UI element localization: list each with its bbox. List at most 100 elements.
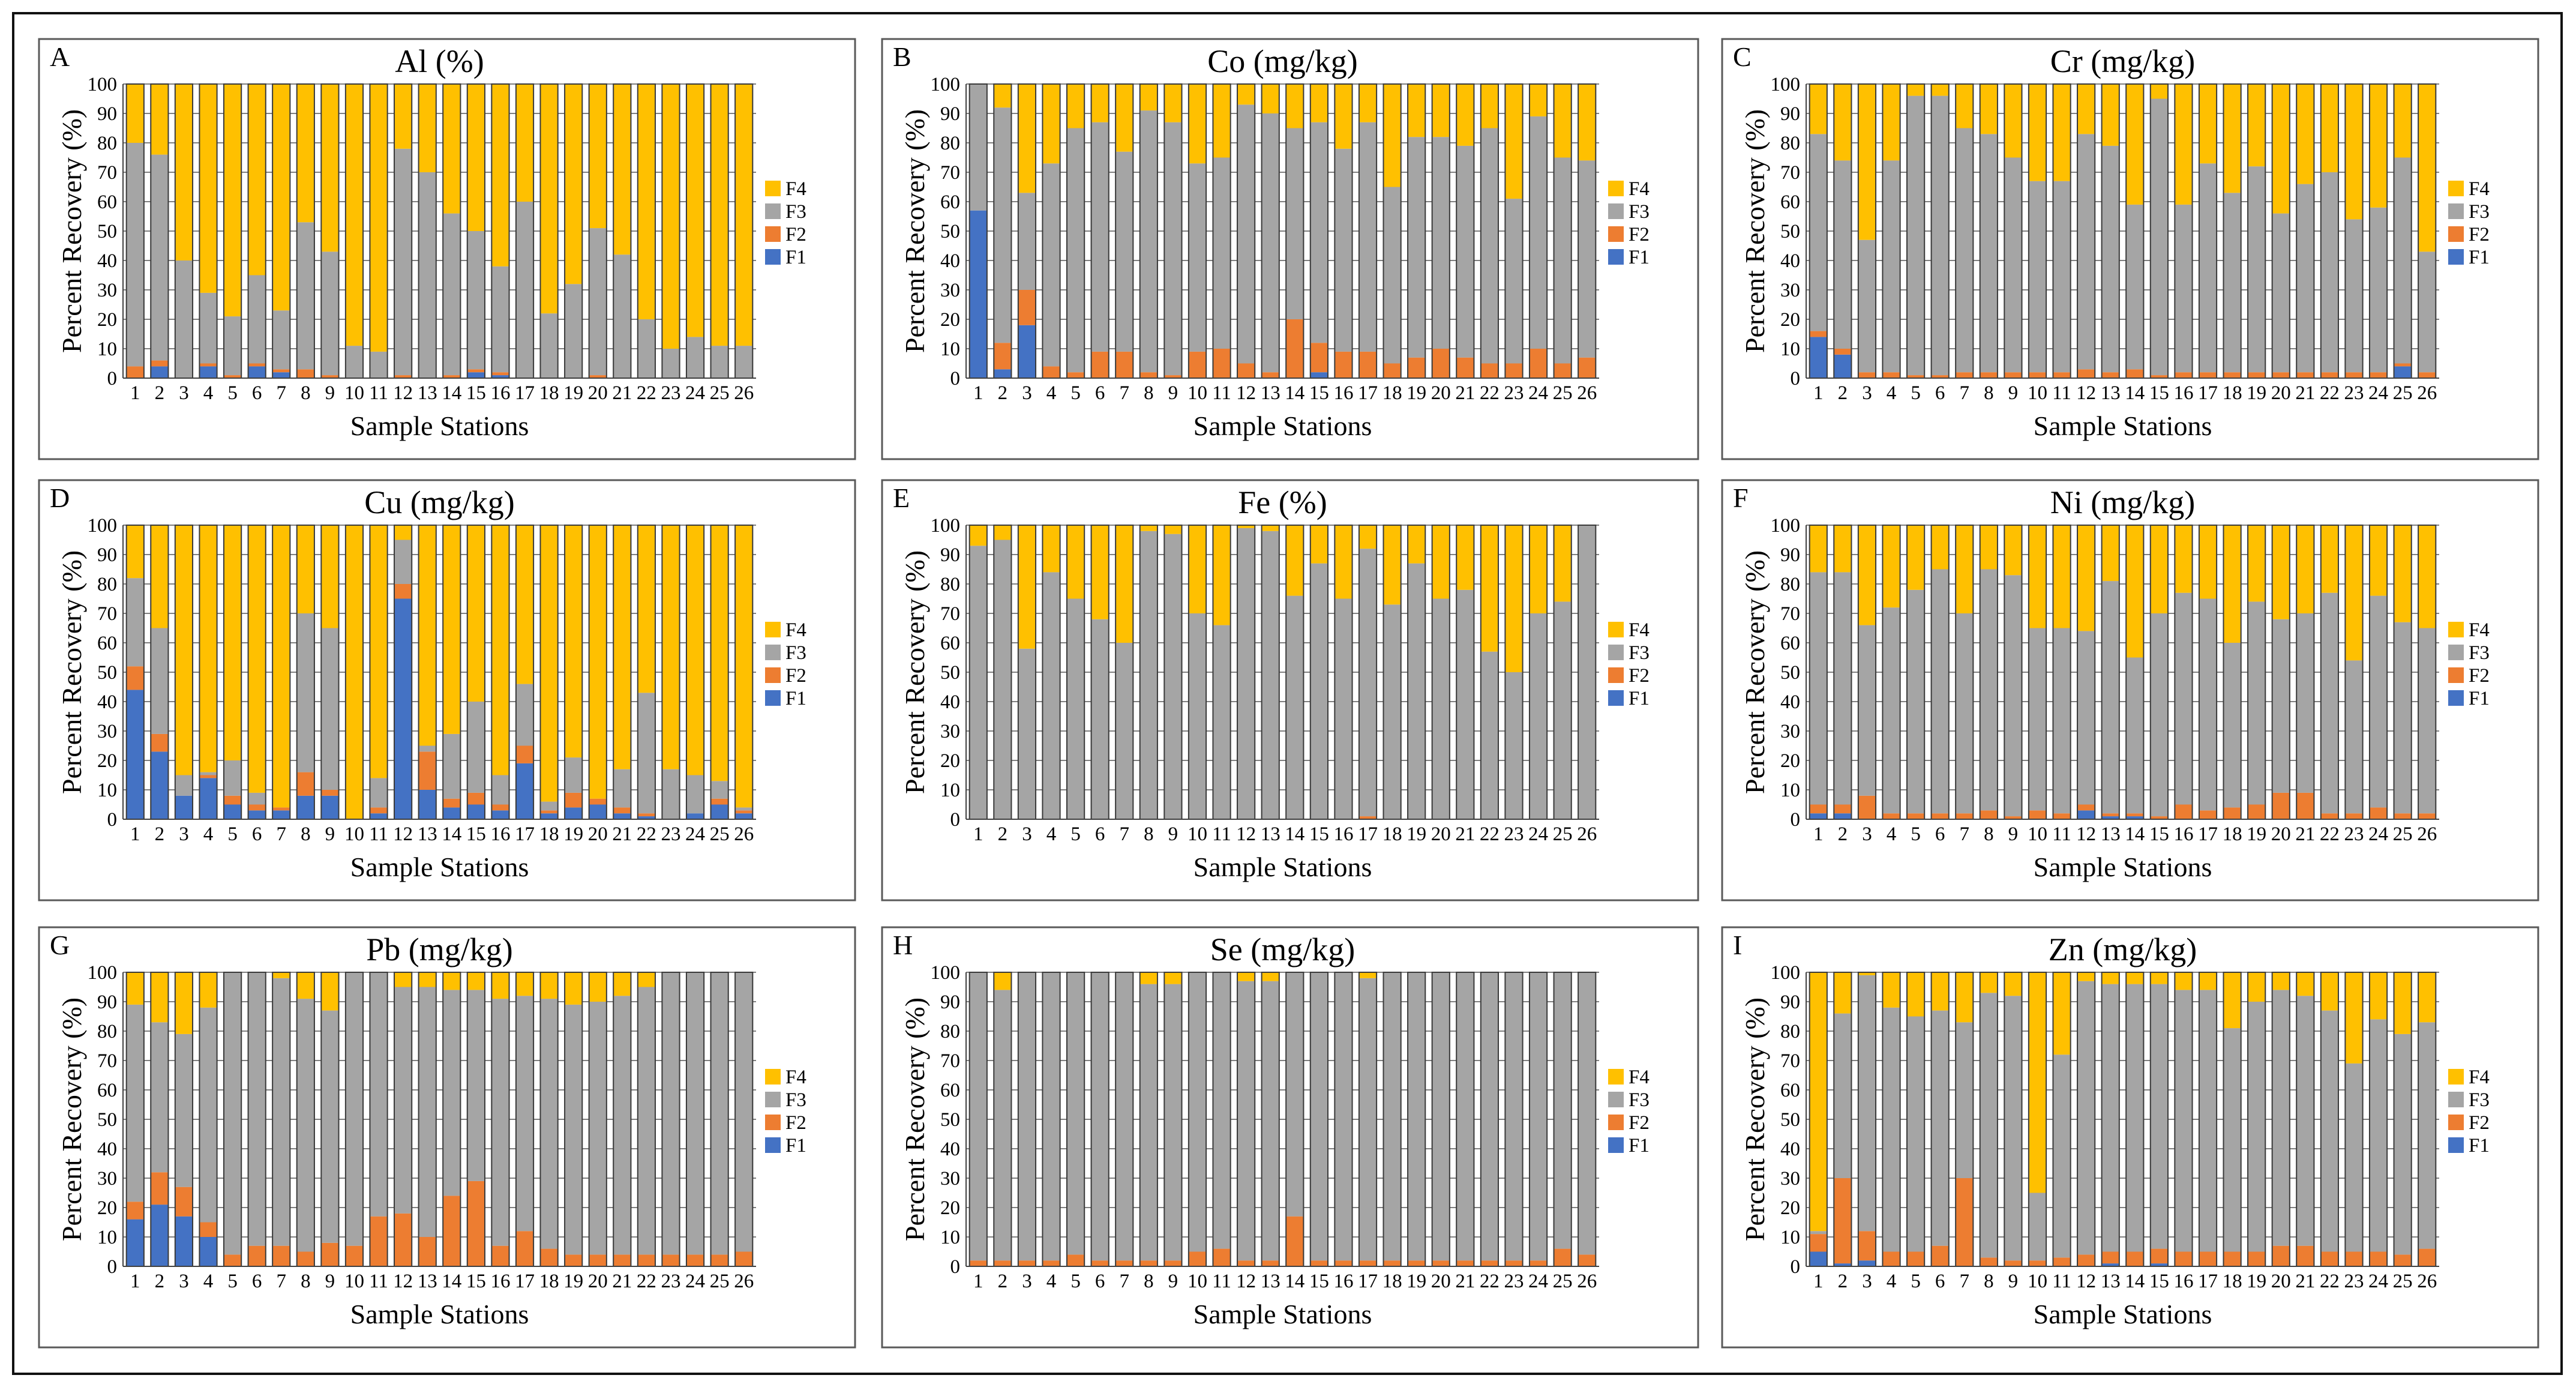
x-tick-label: 7 [277,382,287,404]
bar-segment-f2 [1432,349,1450,378]
bar-segment-f4 [1286,525,1304,596]
legend-label-f2: F2 [1629,224,1650,245]
bar-segment-f2 [662,1254,680,1266]
bar-segment-f3 [199,292,217,364]
bar-segment-f4 [2369,84,2388,208]
bar-segment-f4 [1310,84,1328,122]
bar-segment-f2 [467,369,485,373]
x-tick-label: 18 [539,1271,559,1292]
bar-segment-f1 [321,795,339,819]
bar-segment-f1 [467,372,485,378]
y-tick-label: 80 [940,133,960,154]
bar-segment-f3 [2394,157,2412,364]
bar-segment-f2 [1139,1260,1157,1266]
bar-segment-f4 [272,525,290,808]
bar-segment-f1 [1809,813,1827,819]
chart-title: Pb (mg/kg) [366,931,513,967]
bar-segment-f4 [565,972,583,1005]
y-tick-label: 30 [97,1168,117,1190]
bar-segment-f4 [2004,972,2022,996]
bar-segment-f3 [2248,1002,2266,1252]
x-tick-label: 21 [2295,823,2315,845]
bar-segment-f3 [1809,1231,1827,1235]
bar-segment-f3 [296,613,314,772]
legend-label-f3: F3 [785,642,806,664]
legend-label-f2: F2 [2469,665,2490,687]
y-tick-label: 30 [1780,1168,1800,1190]
x-tick-label: 17 [1358,1271,1378,1292]
bar-segment-f3 [1213,157,1231,349]
bar-segment-f3 [2126,984,2144,1252]
bar-segment-f2 [2418,372,2436,378]
bar-segment-f4 [2418,525,2436,628]
x-tick-label: 3 [1862,1271,1872,1292]
bar-segment-f4 [994,972,1012,990]
x-tick-label: 24 [685,1271,705,1292]
y-tick-label: 60 [97,633,117,654]
y-tick-label: 10 [97,1227,117,1248]
bar-segment-f2 [1554,1248,1572,1266]
bar-segment-f3 [2150,613,2168,817]
bar-segment-f4 [1066,84,1085,128]
bar-segment-f4 [151,84,169,155]
bar-segment-f2 [1834,1178,1852,1264]
chart-title: Zn (mg/kg) [2049,931,2197,967]
bar-segment-f3 [467,702,485,793]
bar-segment-f3 [199,1007,217,1223]
legend-label-f3: F3 [1629,201,1650,223]
legend-swatch-f3 [2448,1092,2464,1107]
bar-segment-f3 [1091,122,1109,352]
bar-segment-f3 [1066,128,1085,373]
bar-segment-f3 [418,745,436,752]
bar-segment-f2 [1505,1260,1523,1266]
legend-swatch-f1 [1608,249,1624,265]
bar-segment-f4 [1834,972,1852,1014]
bar-segment-f4 [1980,972,1998,993]
bar-segment-f4 [126,972,144,1005]
bar-segment-f3 [735,346,753,378]
bar-segment-f3 [1931,95,1949,376]
x-tick-label: 25 [1553,1271,1573,1292]
legend-swatch-f1 [765,1137,781,1153]
y-tick-label: 70 [97,603,117,625]
bar-segment-f4 [735,525,753,808]
legend-label-f2: F2 [785,1112,806,1134]
y-tick-label: 70 [97,1050,117,1072]
bar-segment-f2 [2248,1251,2266,1266]
bar-segment-f3 [515,202,534,378]
x-tick-label: 4 [203,382,214,404]
bar-segment-f3 [2272,990,2290,1246]
y-tick-label: 0 [950,1256,961,1278]
x-tick-label: 7 [277,1271,287,1292]
bar-segment-f4 [1505,84,1523,199]
bar-segment-f4 [686,84,704,337]
y-tick-label: 70 [1780,1050,1800,1072]
bar-segment-f3 [1359,122,1377,352]
bar-segment-f2 [1213,349,1231,378]
bar-segment-f2 [2028,810,2047,819]
y-tick-label: 100 [1771,74,1801,95]
bar-segment-f4 [2150,972,2168,984]
y-tick-label: 20 [97,309,117,331]
x-tick-label: 18 [1383,823,1402,845]
bar-segment-f4 [637,972,656,987]
bar-segment-f1 [1834,1263,1852,1266]
chart-title: Al (%) [395,43,484,79]
bar-segment-f1 [175,795,193,819]
bar-segment-f3 [1408,137,1426,358]
bar-segment-f3 [2126,204,2144,370]
bar-segment-f3 [491,775,509,805]
bar-segment-f3 [994,990,1012,1261]
bar-segment-f4 [2126,84,2144,205]
legend-swatch-f2 [1608,667,1624,683]
bar-segment-f2 [1480,363,1499,378]
bar-segment-f4 [540,84,558,314]
bar-segment-f4 [2126,525,2144,658]
bar-segment-f3 [443,213,461,376]
bar-segment-f4 [2248,525,2266,602]
legend-label-f3: F3 [785,201,806,223]
legend-label-f1: F1 [785,1135,806,1157]
x-tick-label: 3 [1862,382,1872,404]
bar-segment-f1 [151,1205,169,1266]
